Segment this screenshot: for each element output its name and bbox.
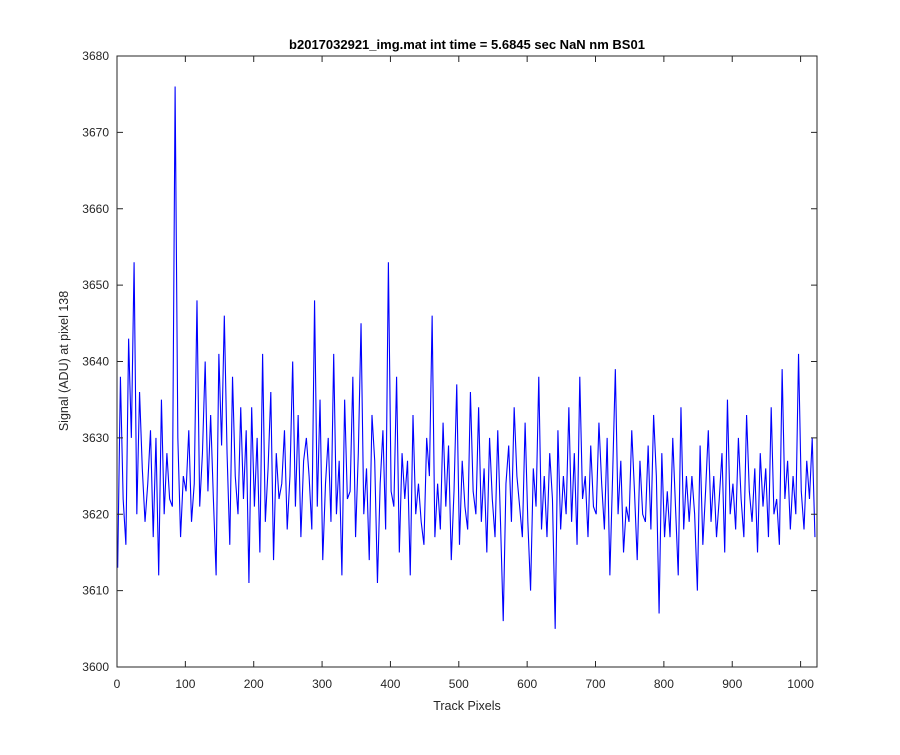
- x-axis-label: Track Pixels: [433, 699, 501, 713]
- y-tick-label: 3660: [82, 202, 109, 216]
- y-tick-label: 3600: [82, 660, 109, 674]
- y-tick-label: 3630: [82, 431, 109, 445]
- y-tick-label: 3650: [82, 278, 109, 292]
- x-tick-label: 600: [517, 677, 537, 691]
- y-tick-label: 3640: [82, 355, 109, 369]
- y-tick-label: 3620: [82, 507, 109, 521]
- x-tick-label: 900: [722, 677, 742, 691]
- series-line-0: [117, 86, 816, 629]
- y-axis: 3600 3610 3620 3630 3640 3650 3660 3670 3680: [82, 49, 817, 674]
- x-tick-label: 700: [586, 677, 606, 691]
- x-tick-label: 1000: [787, 677, 814, 691]
- y-tick-label: 3680: [82, 49, 109, 63]
- x-tick-label: 400: [380, 677, 400, 691]
- x-tick-label: 100: [175, 677, 195, 691]
- y-axis-label: Signal (ADU) at pixel 138: [57, 291, 71, 431]
- x-tick-label: 300: [312, 677, 332, 691]
- y-tick-label: 3670: [82, 125, 109, 139]
- plot-area: [117, 56, 817, 667]
- x-axis: 0 100 200 300 400 500 600 700 800 900 1000: [114, 56, 814, 691]
- x-tick-label: 200: [244, 677, 264, 691]
- y-tick-label: 3610: [82, 584, 109, 598]
- series-layer: [117, 86, 816, 629]
- x-tick-label: 0: [114, 677, 121, 691]
- chart-title: b2017032921_img.mat int time = 5.6845 se…: [289, 37, 645, 52]
- x-tick-label: 800: [654, 677, 674, 691]
- x-tick-label: 500: [449, 677, 469, 691]
